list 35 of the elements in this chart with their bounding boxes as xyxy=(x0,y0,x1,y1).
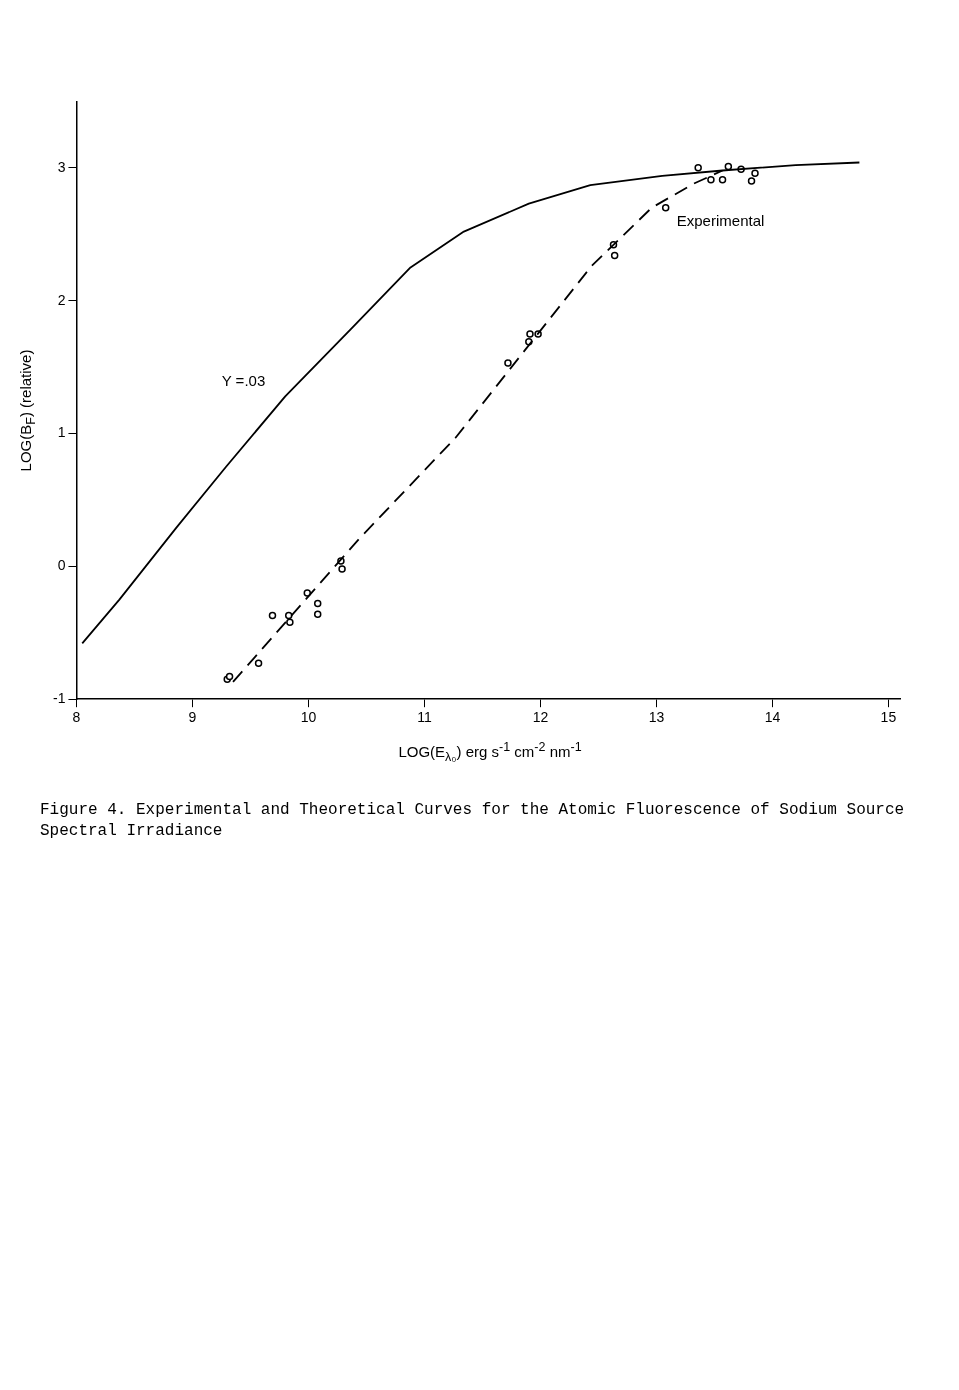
x-tick-label: 10 xyxy=(300,709,317,726)
x-tick-label: 13 xyxy=(648,709,665,726)
point xyxy=(286,618,294,626)
point xyxy=(303,589,312,597)
x-tick-label: 14 xyxy=(764,709,781,726)
point xyxy=(694,164,702,172)
y-tick-label: 0 xyxy=(57,557,66,574)
point xyxy=(718,176,727,184)
x-tick-label: 11 xyxy=(417,709,432,726)
y-tick-label: -1 xyxy=(53,690,66,707)
x-tick-label: 15 xyxy=(880,709,897,726)
x-axis-title: LOG(E$_{λ₀}$) erg s$^{-1}$ cm$^{-2}$ nm$^{-1}$ xyxy=(397,740,583,764)
x-tick-label: 12 xyxy=(532,709,549,726)
point xyxy=(707,176,715,184)
point xyxy=(313,610,322,618)
point xyxy=(504,359,512,367)
point xyxy=(661,203,670,212)
y-tick-label: 3 xyxy=(57,158,66,175)
point xyxy=(526,330,534,338)
series-label: Experimental xyxy=(676,211,765,229)
text: Figure 4. Experimental and Theoretical Curves for the Atomic Fluorescence of Sodium Source Spectral Irradiance xyxy=(40,800,906,842)
point xyxy=(268,611,277,620)
series-label: Y =.03 xyxy=(221,372,266,390)
point xyxy=(284,611,293,620)
point xyxy=(751,169,759,177)
y-tick-label: 1 xyxy=(57,424,66,441)
point xyxy=(313,599,322,608)
x-tick-label: 8 xyxy=(72,709,81,726)
x-tick-label: 9 xyxy=(188,709,197,726)
y-tick-label: 2 xyxy=(57,291,66,308)
point xyxy=(747,177,756,185)
point xyxy=(254,659,263,668)
point xyxy=(610,251,619,260)
point xyxy=(338,565,346,573)
point xyxy=(724,162,733,171)
